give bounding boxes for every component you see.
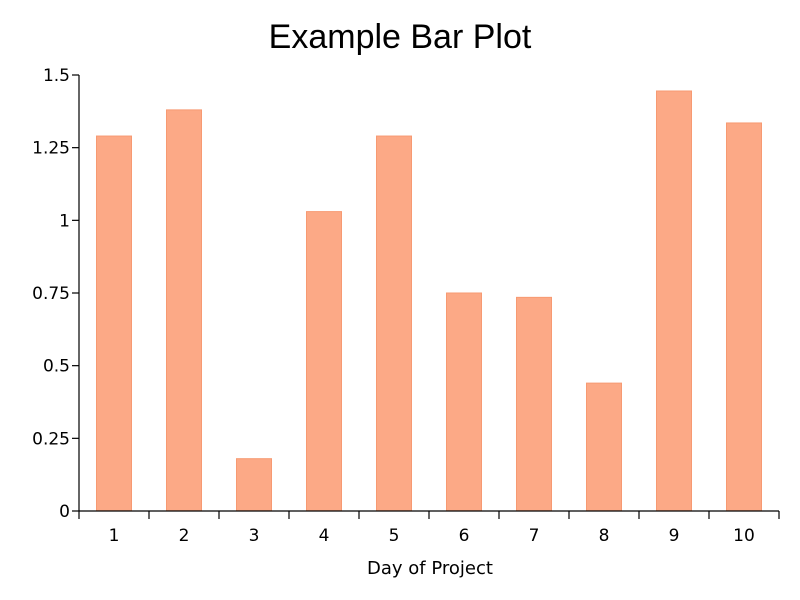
chart-title: Example Bar Plot: [269, 18, 532, 56]
bar-6: [446, 292, 482, 512]
x-tick-label: 3: [249, 526, 260, 546]
bar-1: [96, 135, 132, 512]
y-tick-label: 0: [59, 502, 70, 522]
y-axis: 0 0.25 0.5 0.75 1 1.25 1.5: [32, 66, 80, 522]
x-tick-label: 6: [459, 526, 470, 546]
bar-5: [376, 135, 412, 512]
x-axis: 1 2 3 4 5 6 7 8 9 10: [78, 510, 780, 546]
bar-10: [726, 122, 762, 512]
bar-3: [236, 458, 272, 512]
bars-group: [96, 90, 762, 512]
x-tick-label: 7: [529, 526, 540, 546]
x-tick-label: 5: [389, 526, 400, 546]
bar-8: [586, 382, 622, 512]
x-tick-label: 4: [319, 526, 330, 546]
bar-2: [166, 109, 202, 512]
x-tick-label: 9: [669, 526, 680, 546]
y-tick-label: 0.25: [32, 429, 70, 449]
bar-9: [656, 90, 692, 512]
x-tick-label: 10: [733, 526, 755, 546]
x-tick-label: 1: [109, 526, 120, 546]
y-tick-label: 0.5: [43, 357, 70, 377]
y-tick-label: 1: [59, 211, 70, 231]
x-axis-label: Day of Project: [367, 558, 493, 579]
bar-4: [306, 211, 342, 512]
y-tick-label: 1.25: [32, 139, 70, 159]
bar-7: [516, 296, 552, 512]
x-tick-label: 2: [179, 526, 190, 546]
x-tick-label: 8: [599, 526, 610, 546]
y-tick-label: 1.5: [43, 66, 70, 86]
y-tick-label: 0.75: [32, 284, 70, 304]
